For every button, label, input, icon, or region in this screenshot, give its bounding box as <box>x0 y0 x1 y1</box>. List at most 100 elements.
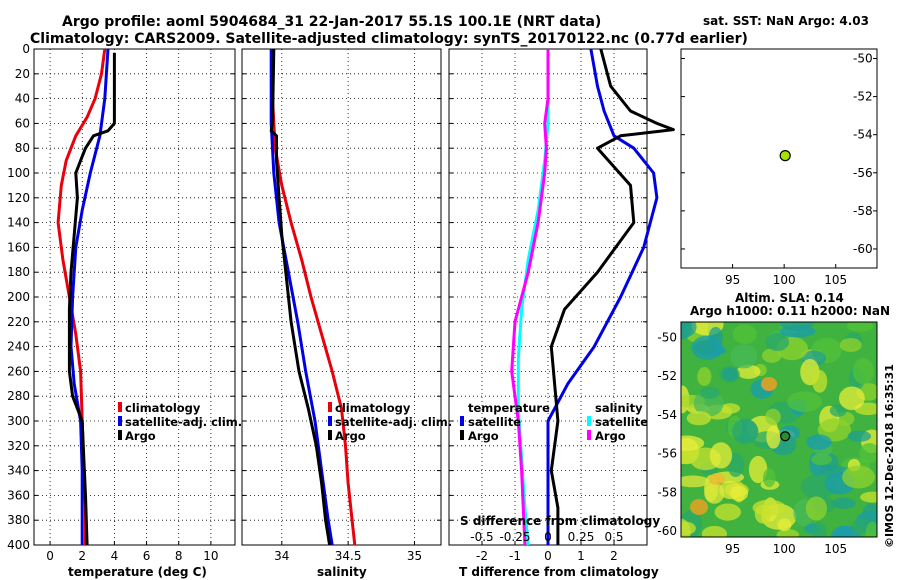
x-tick-label: -2 <box>476 549 488 563</box>
x-tick-label: 4 <box>111 549 119 563</box>
pressure-tick-label: 120 <box>7 191 30 205</box>
series-line-argo <box>269 48 332 546</box>
difference-legend: temperature satellite Argo salinity sate… <box>460 401 648 443</box>
top-x-tick-label: 0.5 <box>604 530 623 544</box>
lon-tick-label: 105 <box>824 542 847 556</box>
sla-patch <box>847 430 872 442</box>
grid-lines <box>34 48 877 546</box>
sla-patch <box>777 518 792 532</box>
sla-patch <box>842 465 876 489</box>
sla-patch <box>839 338 862 352</box>
temperature-legend: climatology satellite-adj. clim. Argo <box>118 401 242 443</box>
sla-high-patch <box>709 473 725 485</box>
figure-title-line2: Climatology: CARS2009. Satellite-adjuste… <box>30 31 748 47</box>
sla-patch <box>704 482 725 504</box>
pressure-tick-label: 240 <box>7 340 30 354</box>
sla-patch <box>709 442 733 469</box>
x-tick-label: 0 <box>544 549 552 563</box>
series-line-s-argo <box>510 49 550 546</box>
pressure-tick-label: 180 <box>7 265 30 279</box>
pressure-tick-label: 60 <box>15 116 30 130</box>
sla-patch <box>846 322 874 332</box>
lat-tick-label: -50 <box>853 52 873 66</box>
legend-label-argo: Argo <box>335 429 366 443</box>
sst-map-panel <box>680 48 878 269</box>
sla-patch <box>812 370 828 393</box>
sla-patch <box>732 419 759 445</box>
sst-map-title: sat. SST: NaN Argo: 4.03 <box>703 14 869 28</box>
argo-float-position <box>779 150 791 162</box>
series-line-t-argo <box>549 48 675 545</box>
lat-tick-label: -56 <box>853 166 873 180</box>
legend-swatch-satellite <box>328 416 332 426</box>
sla-patch <box>805 496 828 521</box>
legend-swatch-climatology <box>328 402 332 412</box>
difference-xlabel-top: S difference from climatology <box>460 514 660 528</box>
argo-position-markers <box>779 150 791 442</box>
lat-tick-label: -60 <box>657 524 677 538</box>
sla-patch <box>812 521 827 537</box>
lat-tick-label: -58 <box>657 485 677 499</box>
sla-map-title-line2: Argo h1000: 0.11 h2000: NaN <box>690 304 890 318</box>
x-tick-label: 6 <box>143 549 151 563</box>
x-tick-label: 35 <box>407 549 422 563</box>
sla-patch <box>852 358 875 385</box>
x-tick-label: 34.5 <box>335 549 362 563</box>
x-tick-label: 8 <box>175 549 183 563</box>
sla-patch <box>730 485 748 502</box>
legend-label-t-argo: Argo <box>468 429 499 443</box>
sla-patch <box>722 367 738 381</box>
sla-patch <box>865 521 877 537</box>
sla-patch <box>779 322 815 331</box>
legend-label-climatology: climatology <box>125 401 201 415</box>
legend-swatch-argo <box>328 430 332 440</box>
pressure-tick-label: 200 <box>7 290 30 304</box>
sla-heatmap <box>681 322 877 537</box>
lat-tick-label: -58 <box>853 204 873 218</box>
sla-patch <box>817 418 852 442</box>
series-line-t-satellite <box>546 48 659 545</box>
pressure-tick-label: 100 <box>7 166 30 180</box>
lon-tick-label: 100 <box>773 273 796 287</box>
lat-tick-label: -54 <box>853 128 873 142</box>
legend-label-argo: Argo <box>125 429 156 443</box>
lon-tick-label: 100 <box>773 542 796 556</box>
lat-tick-label: -60 <box>853 242 873 256</box>
legend-label-satellite: satellite-adj. clim. <box>335 415 452 429</box>
top-x-tick-label: 0 <box>544 530 552 544</box>
tick-labels: 0204060801001201401601802002202402602803… <box>7 42 873 563</box>
legend-swatch-argo <box>118 430 122 440</box>
sla-patch <box>811 453 832 466</box>
sla-patch <box>699 386 720 399</box>
x-tick-label: 10 <box>203 549 218 563</box>
pressure-tick-label: 140 <box>7 216 30 230</box>
pressure-tick-label: 160 <box>7 240 30 254</box>
sla-map-title-line1: Altim. SLA: 0.14 <box>735 291 844 305</box>
pressure-tick-label: 0 <box>22 42 30 56</box>
legend-swatch-t-satellite <box>460 416 464 426</box>
sla-patch <box>697 367 712 386</box>
pressure-tick-label: 20 <box>15 67 30 81</box>
sla-patch <box>694 339 716 355</box>
sla-patch <box>806 434 832 450</box>
legend-swatch-climatology <box>118 402 122 412</box>
lat-tick-label: -52 <box>853 90 873 104</box>
pressure-tick-label: 40 <box>15 92 30 106</box>
legend-title-temperature: temperature <box>468 401 550 415</box>
sla-patch <box>766 425 781 449</box>
legend-label-t-satellite: satellite <box>468 415 521 429</box>
legend-label-satellite: satellite-adj. clim. <box>125 415 242 429</box>
sla-patch <box>720 403 741 414</box>
sla-patch <box>686 411 712 426</box>
difference-xlabel: T difference from climatology <box>459 565 659 579</box>
sla-patch <box>732 324 757 345</box>
sla-patch <box>681 475 710 488</box>
top-x-tick-label: -0.5 <box>470 530 493 544</box>
pressure-tick-label: 400 <box>7 538 30 552</box>
x-tick-label: 0 <box>46 549 54 563</box>
sla-map-panel <box>680 321 878 538</box>
legend-label-climatology: climatology <box>335 401 411 415</box>
figure-title-line1: Argo profile: aoml 5904684_31 22-Jan-201… <box>62 14 601 30</box>
sla-patch <box>860 491 877 503</box>
